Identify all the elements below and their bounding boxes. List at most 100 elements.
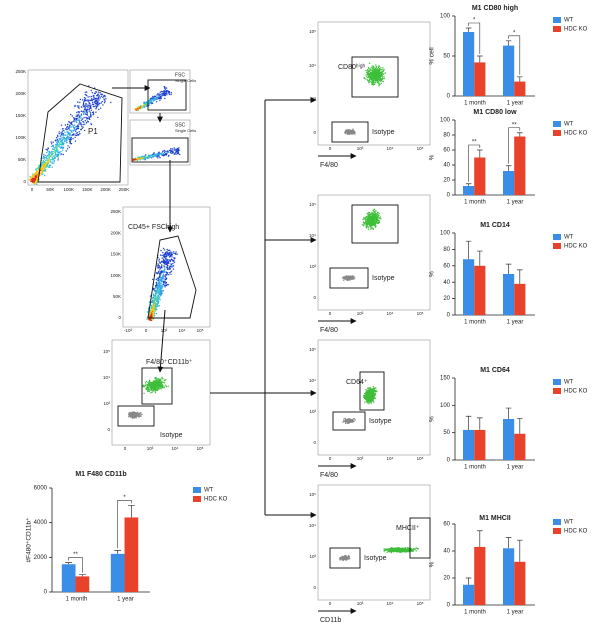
event (147, 311, 149, 313)
event (170, 93, 172, 96)
event (389, 549, 392, 552)
event (151, 389, 153, 391)
event (84, 107, 86, 109)
axis-tick-label: 0 (329, 311, 332, 316)
event (376, 218, 378, 220)
event (104, 100, 106, 103)
event (69, 129, 72, 132)
event (168, 93, 171, 96)
event (369, 401, 372, 403)
event (159, 261, 161, 264)
event (50, 154, 53, 156)
axis-tick-label: 250K (15, 69, 26, 74)
event (343, 418, 345, 420)
event (392, 551, 395, 553)
event (93, 101, 95, 103)
event (80, 128, 83, 131)
event (158, 292, 160, 294)
event (163, 151, 166, 153)
event (92, 103, 95, 106)
event (31, 175, 34, 178)
event (42, 160, 45, 162)
event (169, 259, 171, 261)
event (92, 112, 95, 115)
event (29, 175, 31, 178)
event (83, 100, 86, 102)
axis-label: F4/80 (320, 472, 338, 479)
event (47, 166, 50, 168)
event (166, 151, 168, 154)
event (57, 135, 59, 138)
event (373, 208, 376, 211)
event (163, 254, 165, 256)
event (74, 134, 77, 136)
event (147, 386, 149, 388)
event (155, 284, 158, 286)
event (158, 97, 160, 100)
event (89, 111, 92, 114)
event (151, 101, 153, 103)
event (36, 183, 38, 186)
event (92, 105, 95, 108)
event (156, 309, 158, 311)
event (46, 149, 48, 151)
event (168, 272, 171, 274)
event (382, 67, 384, 69)
event (154, 294, 157, 296)
event (97, 100, 99, 103)
event (344, 417, 346, 420)
event (175, 153, 177, 155)
event (153, 96, 155, 98)
event (85, 99, 87, 101)
event (152, 95, 154, 98)
event (88, 118, 91, 120)
event (156, 303, 159, 305)
event (77, 119, 80, 122)
event (343, 420, 345, 422)
event (80, 119, 83, 122)
event (166, 92, 168, 94)
axis-tick-label: 10⁴ (309, 233, 316, 238)
axis-tick-label: 10⁴ (387, 456, 394, 461)
event (169, 267, 171, 270)
event (170, 270, 173, 272)
event (164, 284, 167, 286)
event (164, 97, 166, 100)
event (362, 396, 365, 398)
event (98, 95, 101, 97)
event (381, 77, 384, 79)
event (84, 123, 86, 126)
event (79, 117, 81, 119)
event (346, 275, 349, 278)
event (174, 151, 177, 153)
event (396, 549, 398, 551)
event (372, 390, 375, 393)
event (154, 390, 156, 392)
event (137, 413, 140, 415)
plot-subtitle: Single Cells (175, 128, 196, 133)
event (82, 120, 84, 123)
event (389, 548, 391, 550)
event (76, 132, 79, 134)
isotype-label: Isotype (160, 432, 183, 439)
event (163, 385, 165, 387)
event (371, 389, 373, 391)
event (164, 275, 166, 277)
gate (329, 267, 369, 289)
event (58, 151, 60, 153)
event (154, 302, 157, 304)
event (375, 66, 378, 68)
event (168, 261, 170, 263)
event (95, 100, 97, 103)
event (349, 132, 351, 134)
event (44, 154, 46, 157)
event (375, 387, 377, 389)
event (70, 138, 73, 140)
event-cloud (362, 386, 378, 405)
event (55, 153, 57, 156)
event (150, 384, 152, 387)
event (60, 143, 63, 145)
event (167, 155, 170, 157)
event (148, 390, 150, 393)
event (164, 280, 166, 282)
